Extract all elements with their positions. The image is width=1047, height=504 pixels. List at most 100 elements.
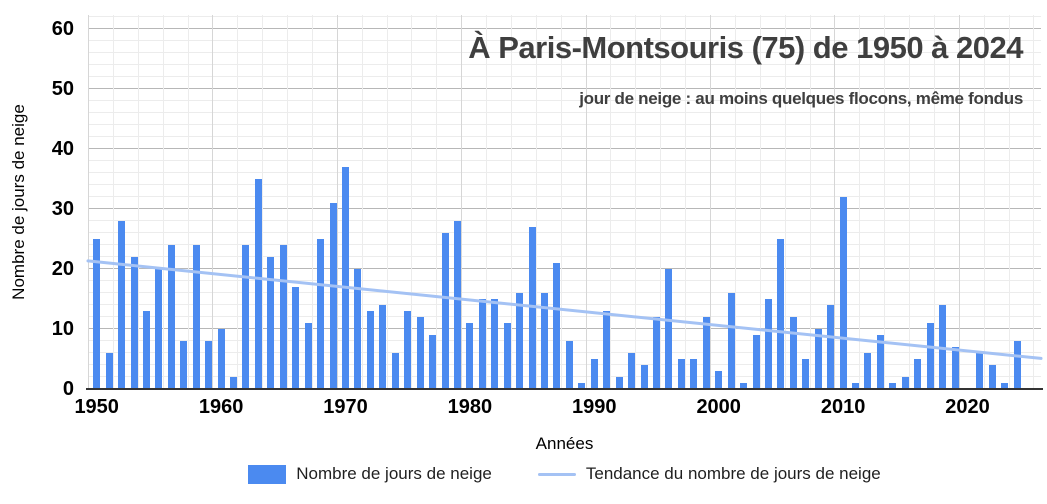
bar-2000[interactable] <box>715 371 723 389</box>
v-gridline <box>585 15 587 389</box>
bar-1980[interactable] <box>466 323 474 389</box>
bar-1992[interactable] <box>615 377 623 389</box>
v-gridline <box>809 15 811 389</box>
x-axis-line <box>86 388 1043 390</box>
bar-2004[interactable] <box>764 299 772 389</box>
v-gridline <box>311 15 313 389</box>
bar-2021[interactable] <box>976 353 984 389</box>
bar-1960[interactable] <box>217 329 225 389</box>
bar-2008[interactable] <box>814 329 822 389</box>
v-gridline <box>262 15 264 389</box>
bar-1972[interactable] <box>366 311 374 389</box>
bar-1950[interactable] <box>93 239 101 389</box>
bar-1988[interactable] <box>565 341 573 389</box>
bar-1952[interactable] <box>118 221 126 389</box>
bar-1966[interactable] <box>292 287 300 389</box>
bar-1994[interactable] <box>640 365 648 389</box>
bar-2015[interactable] <box>901 377 909 389</box>
bar-2006[interactable] <box>789 317 797 389</box>
bar-1997[interactable] <box>677 359 685 389</box>
h-gridline <box>88 88 1041 89</box>
bar-1969[interactable] <box>329 203 337 389</box>
bar-1968[interactable] <box>317 239 325 389</box>
bar-2007[interactable] <box>802 359 810 389</box>
bar-1993[interactable] <box>628 353 636 389</box>
x-axis-title: Années <box>535 434 594 453</box>
bar-1978[interactable] <box>441 233 449 389</box>
bar-1961[interactable] <box>230 377 238 389</box>
bar-1998[interactable] <box>690 359 698 389</box>
v-gridline <box>734 15 736 389</box>
v-gridline <box>510 15 512 389</box>
bar-2014[interactable] <box>889 383 897 389</box>
bar-2009[interactable] <box>827 305 835 389</box>
bar-1959[interactable] <box>205 341 213 389</box>
v-gridline <box>685 15 687 389</box>
bar-1986[interactable] <box>541 293 549 389</box>
bar-1979[interactable] <box>453 221 461 389</box>
bar-1963[interactable] <box>254 179 262 389</box>
bar-1977[interactable] <box>429 335 437 389</box>
v-gridline <box>983 15 985 389</box>
v-gridline <box>933 15 935 389</box>
bar-1973[interactable] <box>379 305 387 389</box>
bar-2003[interactable] <box>752 335 760 389</box>
v-gridline <box>884 15 886 389</box>
bar-2011[interactable] <box>852 383 860 389</box>
v-gridline <box>660 15 662 389</box>
bar-1971[interactable] <box>354 269 362 389</box>
bar-1981[interactable] <box>478 299 486 389</box>
bar-1990[interactable] <box>590 359 598 389</box>
bar-1970[interactable] <box>342 167 349 389</box>
legend-bar-label: Nombre de jours de neige <box>296 464 492 483</box>
bar-1996[interactable] <box>665 269 673 389</box>
y-axis-title: Nombre de jours de neige <box>9 104 28 300</box>
h-gridline <box>88 328 1041 329</box>
x-tick-1950: 1950 <box>74 396 119 418</box>
bar-1976[interactable] <box>416 317 424 389</box>
bar-1975[interactable] <box>404 311 412 389</box>
bar-2013[interactable] <box>876 335 884 389</box>
bar-2017[interactable] <box>926 323 934 389</box>
x-tick-2020: 2020 <box>945 396 990 418</box>
v-gridline <box>386 15 388 389</box>
bar-1958[interactable] <box>192 245 200 389</box>
bar-1967[interactable] <box>304 323 312 389</box>
bar-1982[interactable] <box>491 299 499 389</box>
x-tick-1980: 1980 <box>447 396 493 418</box>
bar-2005[interactable] <box>777 239 785 389</box>
bar-1989[interactable] <box>578 383 586 389</box>
bar-1984[interactable] <box>516 293 524 389</box>
bar-2024[interactable] <box>1013 341 1021 389</box>
bar-2022[interactable] <box>988 365 996 389</box>
bar-1999[interactable] <box>702 317 710 389</box>
bar-1983[interactable] <box>503 323 511 389</box>
bar-2023[interactable] <box>1001 383 1009 389</box>
h-gridline <box>88 196 1041 197</box>
bar-1962[interactable] <box>242 245 250 389</box>
bar-1985[interactable] <box>528 227 536 389</box>
bar-1974[interactable] <box>391 353 399 389</box>
v-gridline <box>112 15 114 389</box>
x-tick-1960: 1960 <box>198 396 244 418</box>
bar-1987[interactable] <box>553 263 561 389</box>
bar-1953[interactable] <box>130 257 138 389</box>
bar-1991[interactable] <box>603 311 611 389</box>
bar-1954[interactable] <box>142 311 150 389</box>
bar-1956[interactable] <box>167 245 175 389</box>
h-gridline <box>88 40 1041 41</box>
bar-1955[interactable] <box>155 269 163 389</box>
bar-1951[interactable] <box>105 353 113 389</box>
bar-2002[interactable] <box>740 383 748 389</box>
bar-1965[interactable] <box>279 245 287 389</box>
trend-line[interactable] <box>86 15 1043 389</box>
bar-1957[interactable] <box>180 341 188 389</box>
bar-2001[interactable] <box>727 293 735 389</box>
bar-2019[interactable] <box>951 347 959 389</box>
h-gridline <box>88 244 1041 245</box>
bar-2010[interactable] <box>839 197 847 389</box>
bar-1995[interactable] <box>653 317 660 389</box>
bar-2012[interactable] <box>864 353 872 389</box>
bar-1964[interactable] <box>267 257 275 389</box>
bar-2016[interactable] <box>914 359 922 389</box>
